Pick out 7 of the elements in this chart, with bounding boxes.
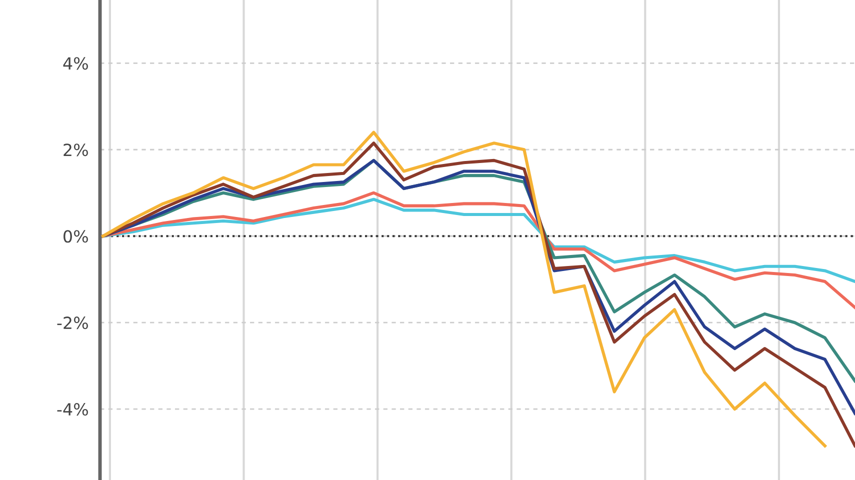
y-tick-label: 0% — [64, 230, 88, 243]
y-tick-label: 4% — [63, 57, 88, 70]
y-tick-label: -4% — [57, 403, 88, 416]
y-tick-label: 2% — [64, 144, 88, 156]
line-series — [101, 191, 855, 309]
y-tick-label: -2% — [57, 316, 88, 330]
line-series — [101, 198, 855, 284]
